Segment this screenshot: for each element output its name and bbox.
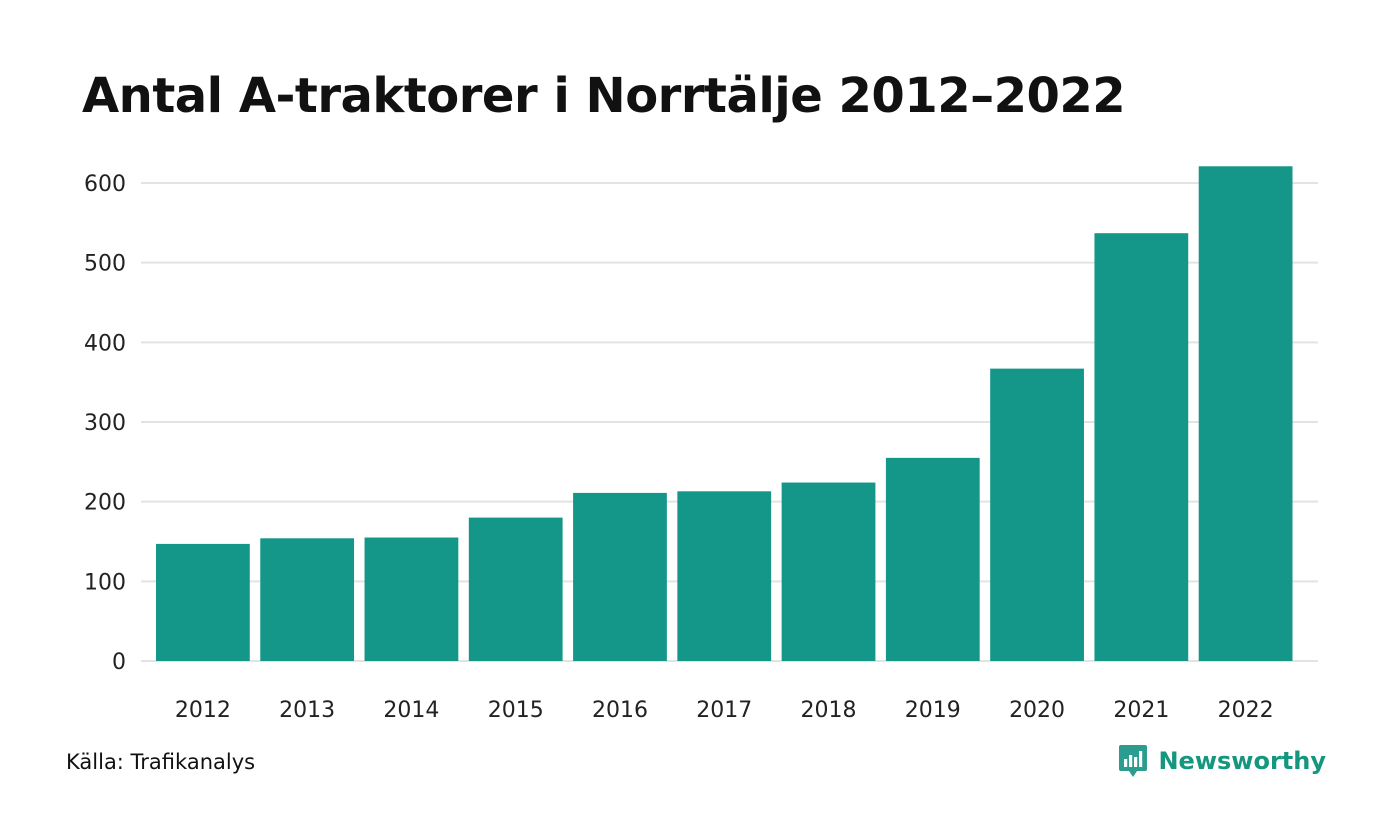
bar-2018 [781,482,876,661]
bar-2013 [260,538,355,661]
bar-2016 [573,492,667,661]
bar-2015 [468,517,563,661]
x-tick-label: 2014 [383,698,439,723]
source-note: Källa: Trafikanalys [66,750,256,774]
x-tick-label: 2020 [1009,698,1065,723]
y-tick-label: 200 [84,491,126,516]
y-tick-label: 100 [84,570,126,595]
bars [156,166,1293,661]
x-tick-label: 2022 [1218,698,1274,723]
x-tick-label: 2016 [592,698,648,723]
bar-chart: 0 100 200 300 400 500 600 2012 2013 2014 2015 2016… [84,166,1318,723]
x-tick-label: 2013 [279,698,335,723]
x-tick-label: 2012 [175,698,231,723]
x-tick-label: 2015 [488,698,544,723]
x-tick-label: 2018 [801,698,857,723]
bar-2017 [677,491,772,661]
chart-title: Antal A-traktorer i Norrtälje 2012–2022 [82,68,1126,124]
y-tick-label: 600 [84,172,126,197]
x-tick-label: 2019 [905,698,961,723]
bar-2014 [364,537,459,661]
chat-bar-chart-icon [1119,745,1148,777]
bar-2021 [1094,233,1189,661]
y-tick-label: 500 [84,252,126,277]
y-tick-label: 400 [84,331,126,356]
bar-2022 [1198,166,1293,661]
y-axis-ticks: 0 100 200 300 400 500 600 [84,172,126,675]
brand-logo: Newsworthy [1118,744,1326,778]
bar-2019 [885,457,980,661]
bar-2012 [156,543,250,661]
x-axis-ticks: 2012 2013 2014 2015 2016 2017 2018 2019 2020 2021… [175,698,1274,723]
brand-name: Newsworthy [1158,747,1326,775]
y-tick-label: 300 [84,411,126,436]
x-tick-label: 2021 [1113,698,1169,723]
x-tick-label: 2017 [696,698,752,723]
y-tick-label: 0 [112,650,126,675]
bar-2020 [990,368,1084,661]
